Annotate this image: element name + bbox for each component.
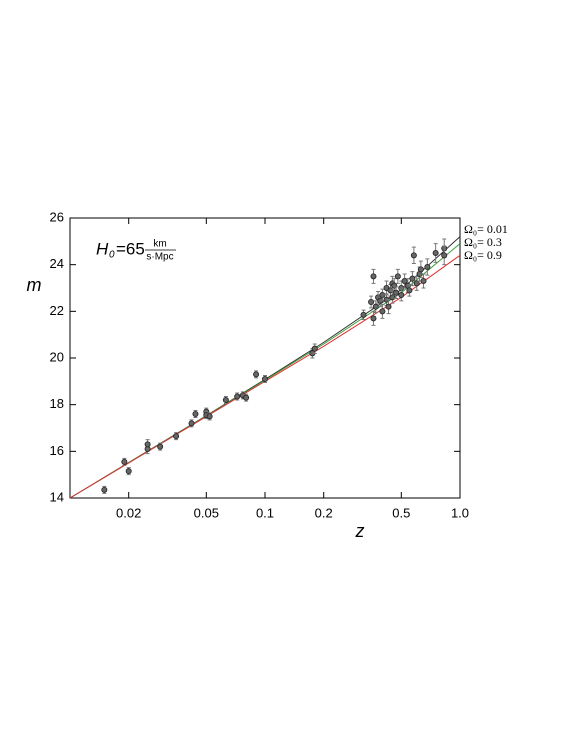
data-point: [394, 273, 401, 280]
data-point: [410, 252, 417, 259]
plot-frame: [69, 217, 461, 499]
x-tick-label: 0.05: [194, 505, 219, 520]
y-tick-label: 14: [50, 489, 64, 504]
data-point: [409, 275, 416, 282]
data-point: [406, 287, 413, 294]
data-point: [401, 277, 408, 284]
legend-label: Ω₀= 0.01: [464, 222, 508, 236]
data-point: [234, 393, 241, 400]
data-point: [121, 458, 128, 465]
data-point: [188, 420, 195, 427]
x-tick-label: 0.1: [256, 505, 274, 520]
data-point: [173, 433, 180, 440]
data-point: [311, 345, 318, 352]
x-tick-label: 0.2: [315, 505, 333, 520]
data-point: [413, 280, 420, 287]
data-point: [144, 441, 151, 448]
data-point: [253, 371, 260, 378]
y-tick-label: 22: [50, 303, 64, 318]
data-point: [424, 263, 431, 270]
x-tick-label: 0.02: [116, 505, 141, 520]
x-tick-label: 0.5: [392, 505, 410, 520]
data-point: [393, 289, 400, 296]
legend-label: Ω₀= 0.9: [464, 248, 502, 262]
x-tick-label: 1.0: [451, 505, 469, 520]
y-tick-label: 26: [50, 209, 64, 224]
data-point: [370, 273, 377, 280]
y-tick-label: 18: [50, 396, 64, 411]
data-point: [243, 394, 250, 401]
data-point: [157, 443, 164, 450]
y-tick-label: 20: [50, 349, 64, 364]
data-point: [432, 249, 439, 256]
annotation: H 0 =65 km s·Mpc: [96, 239, 176, 263]
data-point: [420, 277, 427, 284]
data-point: [398, 291, 405, 298]
y-tick-label: 16: [50, 443, 64, 458]
data-point: [441, 252, 448, 259]
y-axis-label: m: [27, 275, 42, 295]
data-point: [125, 468, 132, 475]
data-point: [379, 308, 386, 315]
data-point: [101, 486, 108, 493]
annotation-eq: =65: [116, 239, 145, 258]
data-point: [261, 375, 268, 382]
data-point: [360, 311, 367, 318]
data-point: [370, 315, 377, 322]
data-point: [192, 410, 199, 417]
data-point: [372, 303, 379, 310]
data-point: [379, 291, 386, 298]
data-point: [206, 413, 213, 420]
model-line: [69, 236, 461, 499]
legend-label: Ω₀= 0.3: [464, 235, 502, 249]
y-tick-label: 24: [50, 256, 64, 271]
data-point: [222, 396, 229, 403]
data-point: [389, 294, 396, 301]
data-point: [385, 303, 392, 310]
annotation-sub: 0: [109, 250, 115, 261]
x-axis-label: z: [355, 521, 365, 541]
annotation-den: s·Mpc: [146, 252, 173, 263]
data-point: [368, 298, 375, 305]
annotation-num: km: [153, 239, 166, 250]
data-point: [417, 266, 424, 273]
annotation-h: H: [96, 239, 109, 258]
